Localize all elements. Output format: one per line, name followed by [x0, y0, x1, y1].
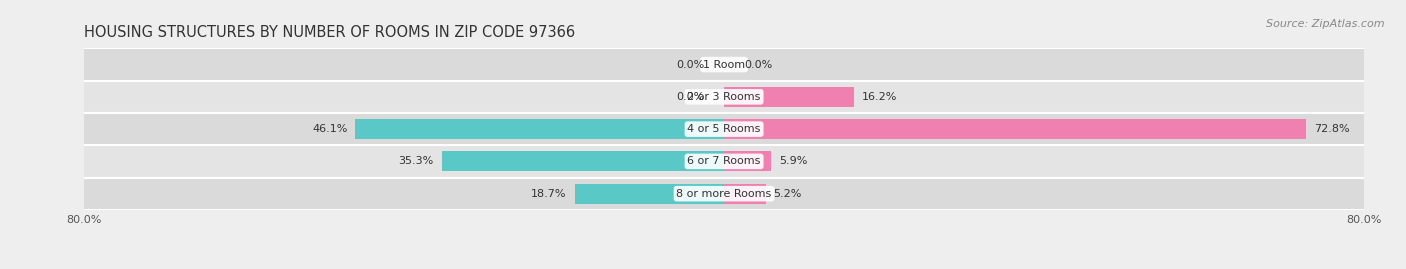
Text: 4 or 5 Rooms: 4 or 5 Rooms: [688, 124, 761, 134]
Bar: [724, 151, 772, 171]
Text: 35.3%: 35.3%: [398, 156, 434, 167]
Text: 5.2%: 5.2%: [773, 189, 801, 199]
Text: 2 or 3 Rooms: 2 or 3 Rooms: [688, 92, 761, 102]
Text: 5.9%: 5.9%: [779, 156, 807, 167]
Bar: [84, 113, 1364, 145]
Text: 0.0%: 0.0%: [744, 59, 772, 70]
Bar: [724, 87, 853, 107]
Text: 8 or more Rooms: 8 or more Rooms: [676, 189, 772, 199]
Bar: [84, 48, 1364, 81]
Bar: [575, 184, 724, 204]
Text: 18.7%: 18.7%: [531, 189, 567, 199]
Text: Source: ZipAtlas.com: Source: ZipAtlas.com: [1267, 19, 1385, 29]
Bar: [84, 145, 1364, 178]
Bar: [441, 151, 724, 171]
Bar: [84, 81, 1364, 113]
Text: 6 or 7 Rooms: 6 or 7 Rooms: [688, 156, 761, 167]
Text: 0.0%: 0.0%: [676, 92, 704, 102]
Text: 46.1%: 46.1%: [312, 124, 347, 134]
Text: 0.0%: 0.0%: [676, 59, 704, 70]
Text: HOUSING STRUCTURES BY NUMBER OF ROOMS IN ZIP CODE 97366: HOUSING STRUCTURES BY NUMBER OF ROOMS IN…: [84, 25, 575, 40]
Text: 1 Room: 1 Room: [703, 59, 745, 70]
Text: 72.8%: 72.8%: [1315, 124, 1350, 134]
Bar: [84, 178, 1364, 210]
Bar: [724, 184, 766, 204]
Bar: [724, 119, 1306, 139]
Bar: [356, 119, 724, 139]
Text: 16.2%: 16.2%: [862, 92, 897, 102]
